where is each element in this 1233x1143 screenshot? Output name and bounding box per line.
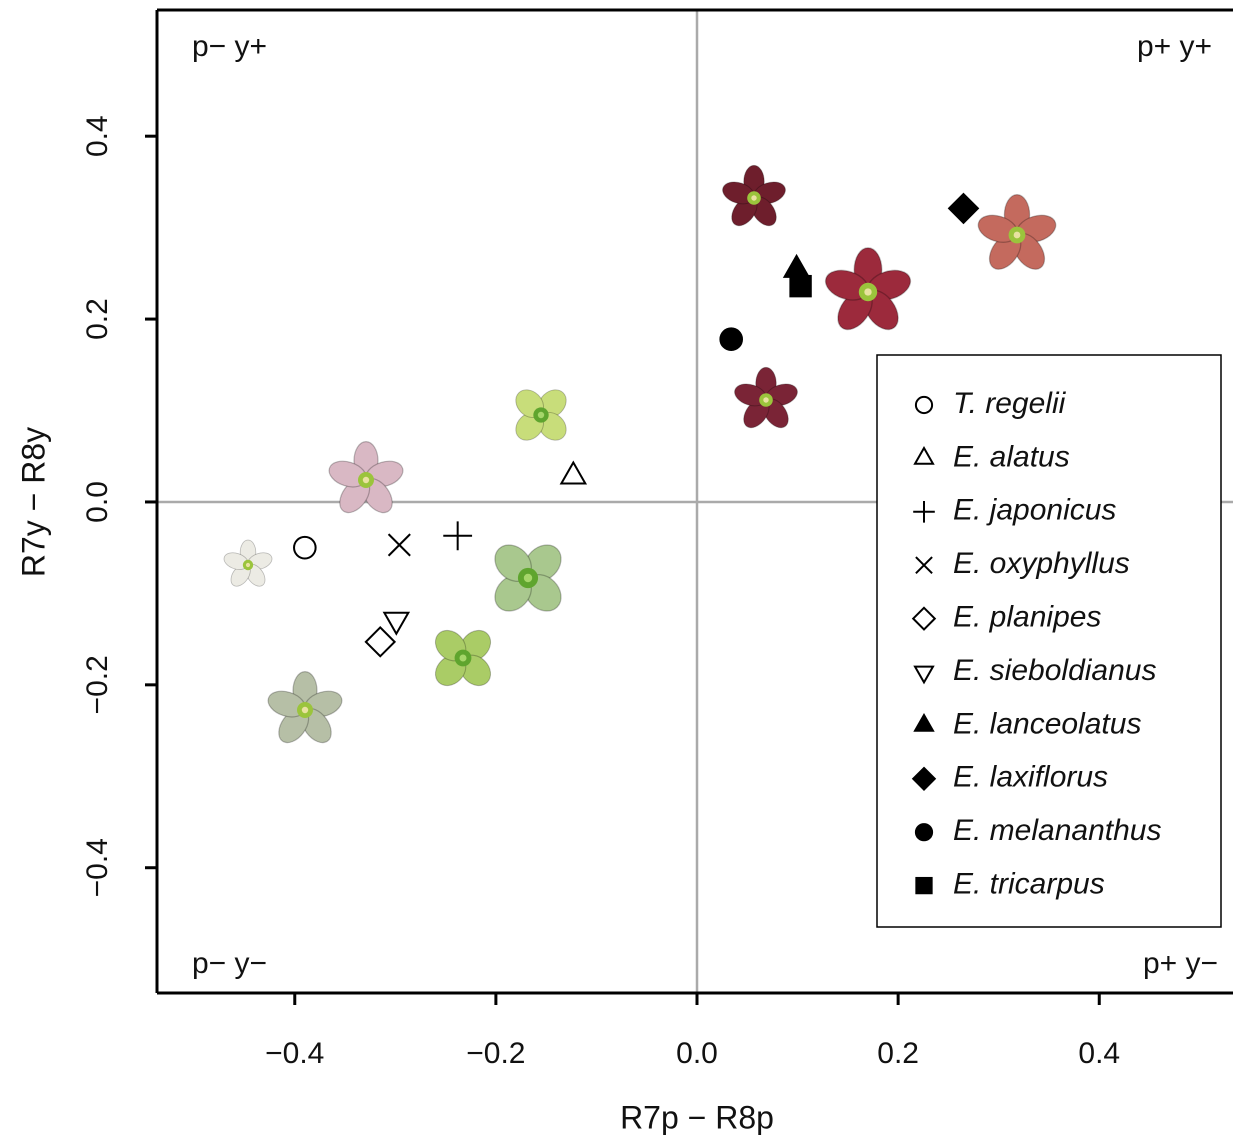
legend-label: E. tricarpus (953, 868, 1105, 901)
point (719, 327, 744, 351)
legend-marker (911, 606, 937, 631)
x-tick-label: 0.0 (676, 1037, 718, 1070)
legend-marker (913, 665, 935, 685)
x-tick-label: −0.4 (265, 1037, 324, 1070)
flower-image (326, 441, 406, 519)
point (947, 192, 980, 225)
legend-label: E. oxyphyllus (953, 547, 1130, 580)
y-tick-label: 0.2 (81, 298, 114, 340)
point (387, 533, 411, 557)
quadrant-label: p+ y− (1143, 947, 1218, 980)
quadrant-label: p+ y+ (1137, 30, 1212, 63)
x-axis-title: R7p − R8p (620, 1099, 774, 1135)
point (443, 521, 473, 551)
point (789, 274, 812, 298)
legend-marker (914, 395, 934, 415)
x-tick-label: −0.2 (466, 1037, 525, 1070)
legend-marker (913, 501, 935, 523)
flower-image (265, 670, 345, 749)
quadrant-label: p− y+ (192, 30, 267, 63)
flower-image (822, 247, 914, 337)
flower-image (975, 194, 1059, 276)
y-axis-title: R7y − R8y (15, 427, 51, 577)
flower-image (486, 536, 570, 620)
legend-label: E. planipes (953, 601, 1101, 634)
point (559, 460, 588, 485)
legend-marker (915, 556, 933, 575)
flower-image (732, 366, 800, 433)
legend-marker (913, 713, 935, 732)
y-tick-label: −0.2 (81, 655, 114, 714)
legend-marker (914, 823, 934, 842)
legend-label: E. sieboldianus (953, 654, 1156, 687)
flower-image (720, 164, 788, 231)
legend-label: E. alatus (953, 440, 1070, 473)
flower-image (222, 539, 274, 591)
legend-box (876, 354, 1222, 928)
point (293, 535, 317, 560)
point (364, 626, 397, 658)
x-tick-label: 0.4 (1078, 1037, 1120, 1070)
legend-marker (915, 876, 933, 895)
legend-marker (913, 446, 935, 465)
y-tick-label: −0.4 (81, 838, 114, 897)
point (782, 253, 811, 278)
legend-label: T. regelii (953, 387, 1067, 420)
legend-label: E. japonicus (953, 494, 1116, 527)
legend-label: E. laxiflorus (953, 761, 1108, 794)
legend-marker (911, 766, 937, 792)
flower-image (509, 383, 573, 447)
point (382, 611, 411, 636)
x-tick-label: 0.2 (877, 1037, 919, 1070)
flower-image (428, 623, 498, 693)
legend-label: E. melananthus (953, 814, 1161, 847)
y-tick-label: 0.0 (81, 481, 114, 523)
legend-label: E. lanceolatus (953, 707, 1141, 740)
quadrant-label: p− y− (192, 947, 267, 980)
y-tick-label: 0.4 (81, 115, 114, 157)
